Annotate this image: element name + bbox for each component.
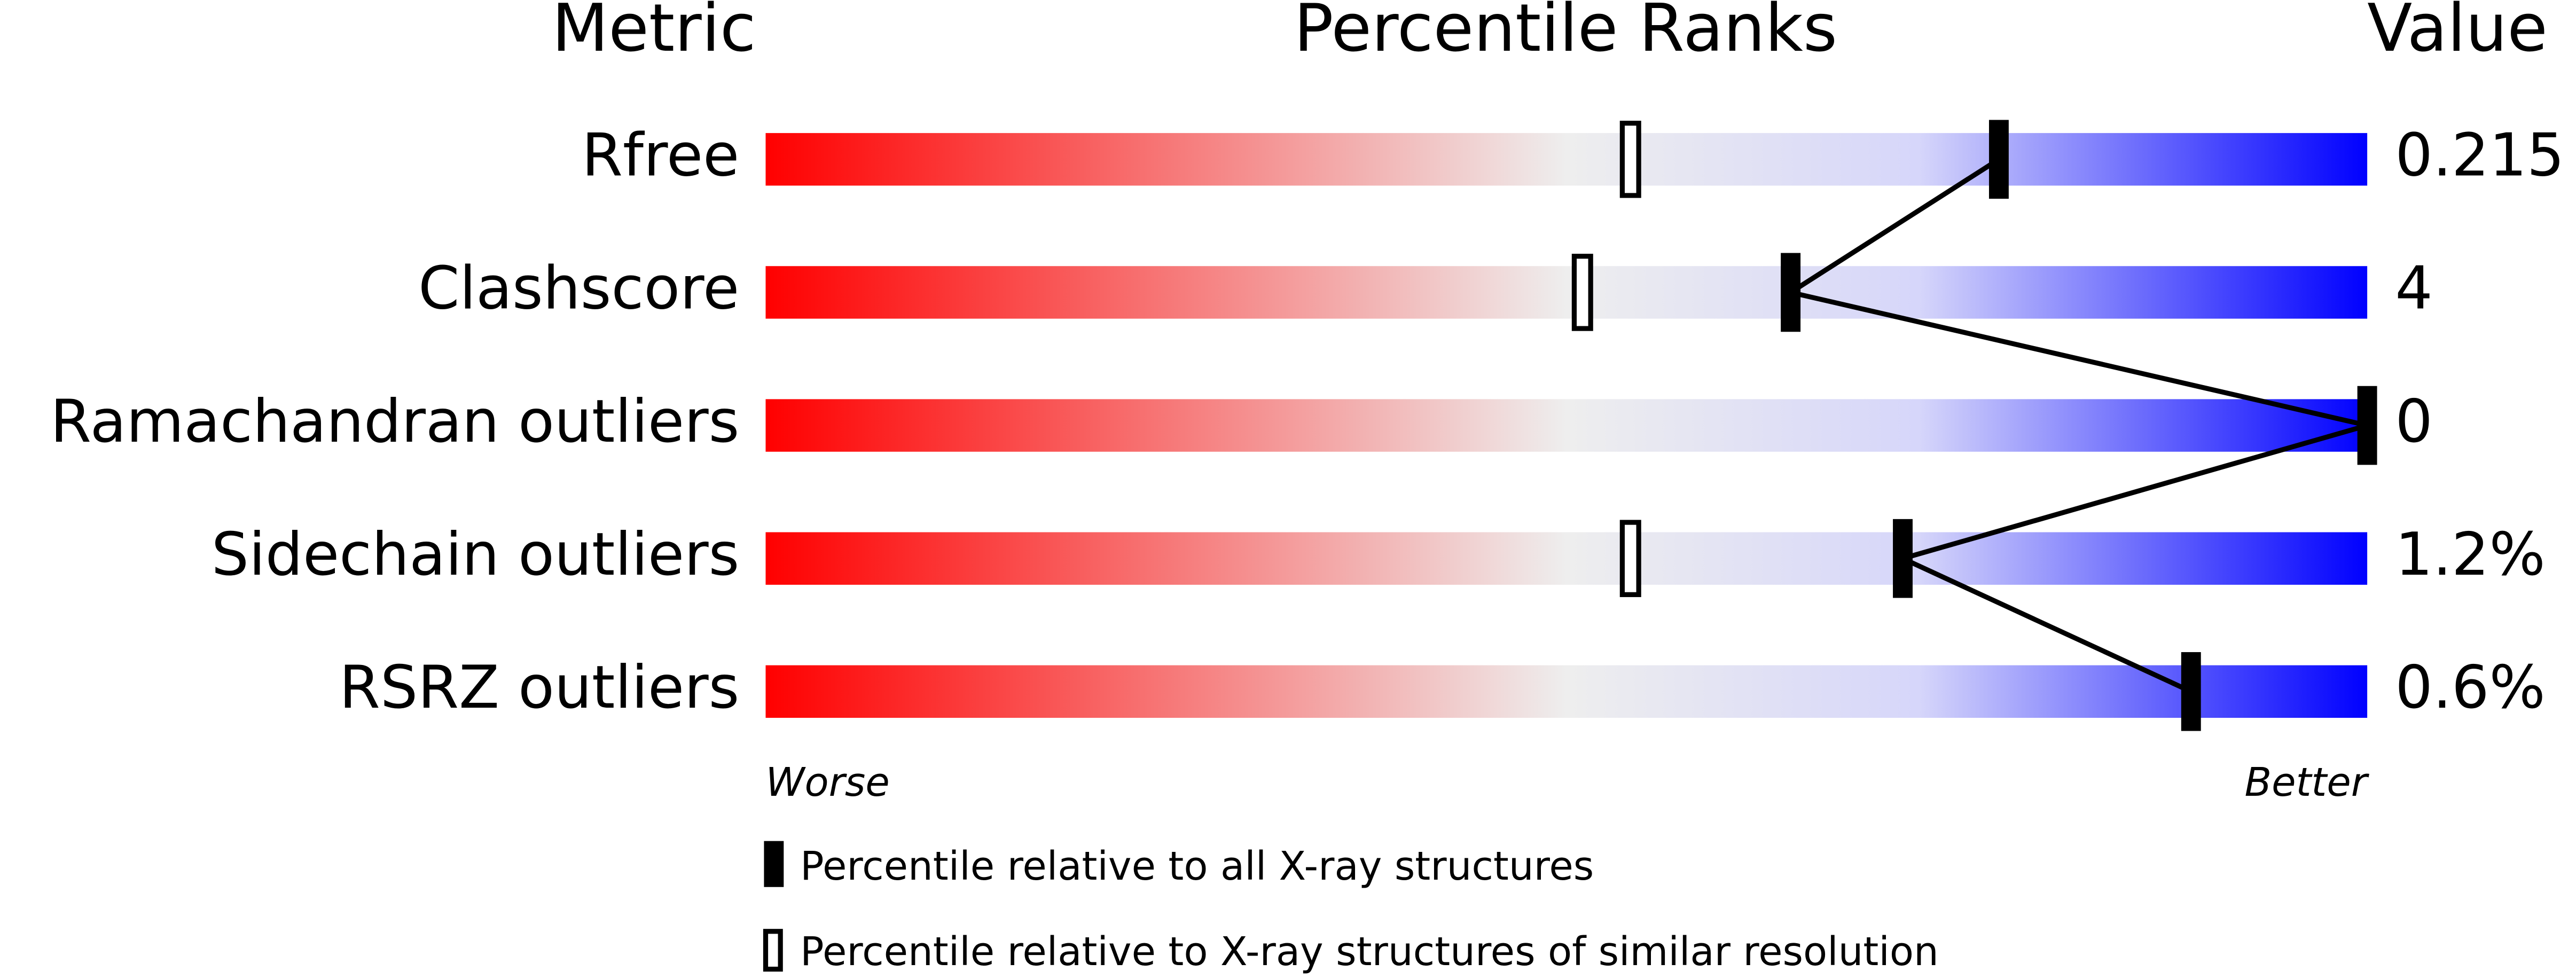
percentile-bar xyxy=(765,266,2368,319)
all-structures-marker xyxy=(2357,386,2377,465)
all-structures-marker xyxy=(1988,120,2009,199)
metric-value: 4 xyxy=(2395,254,2432,323)
all-structures-marker xyxy=(1781,253,1801,332)
legend-label: Percentile relative to all X-ray structu… xyxy=(800,843,1594,889)
legend-label: Percentile relative to X-ray structures … xyxy=(800,929,1939,975)
worse-label: Worse xyxy=(765,759,889,805)
percentile-bar xyxy=(765,532,2368,585)
better-label: Better xyxy=(2244,759,2369,805)
header-metric: Metric xyxy=(552,0,756,67)
all-structures-marker xyxy=(2181,652,2201,731)
similar-resolution-marker xyxy=(1619,520,1641,597)
metric-label: Rfree xyxy=(582,121,739,190)
similar-resolution-marker xyxy=(1571,254,1593,331)
metric-label: Clashscore xyxy=(418,254,739,323)
metric-value: 0.6% xyxy=(2395,653,2545,722)
metric-label: Ramachandran outliers xyxy=(50,387,739,456)
percentile-bar xyxy=(765,133,2368,186)
all-structures-marker xyxy=(1893,519,1913,598)
legend-filled-swatch xyxy=(764,841,784,887)
metric-label: Sidechain outliers xyxy=(212,520,740,589)
metric-value: 1.2% xyxy=(2395,520,2545,589)
percentile-bar xyxy=(765,665,2368,718)
header-percentile: Percentile Ranks xyxy=(1294,0,1837,67)
metric-value: 0.215 xyxy=(2395,121,2564,190)
similar-resolution-marker xyxy=(1619,121,1641,198)
header-value: Value xyxy=(2367,0,2548,67)
metric-value: 0 xyxy=(2395,387,2432,456)
percentile-bar xyxy=(765,399,2368,452)
legend-open-swatch xyxy=(763,929,783,972)
metric-label: RSRZ outliers xyxy=(339,653,739,722)
